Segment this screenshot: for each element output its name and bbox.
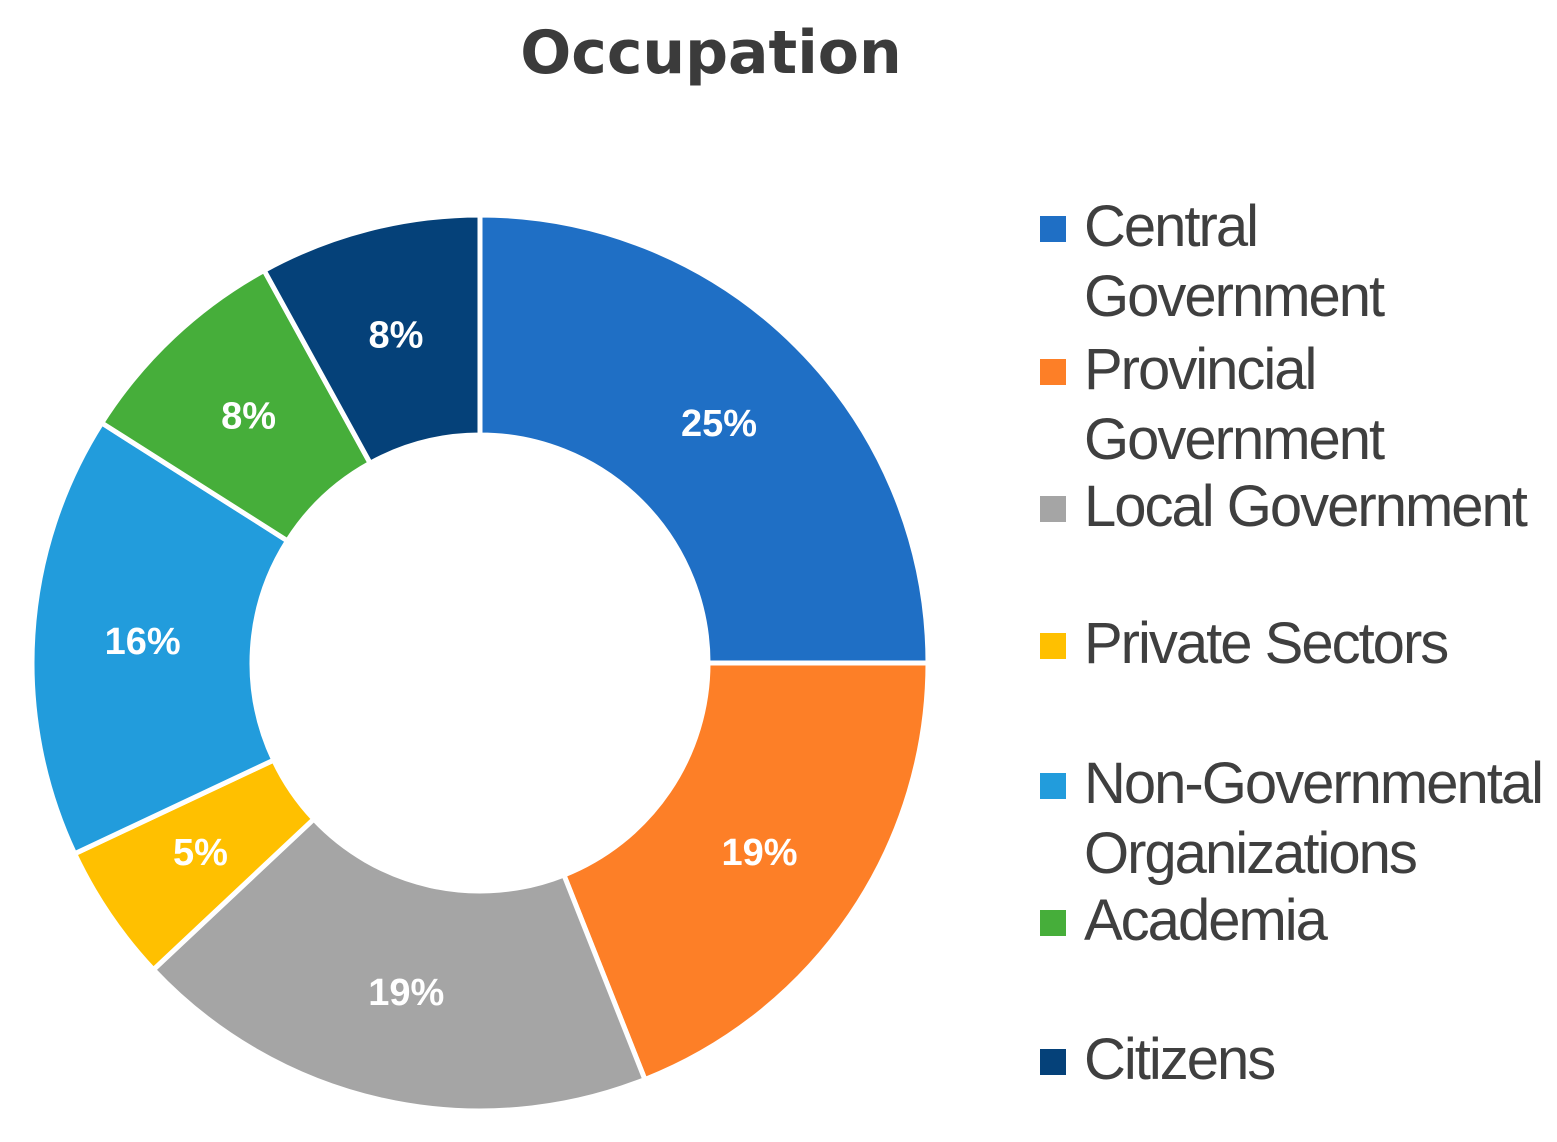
legend-swatch-icon	[1040, 773, 1066, 799]
slice-value-label: 19%	[722, 832, 798, 874]
donut-slice-local-government	[150, 816, 648, 1114]
slice-value-label: 19%	[368, 972, 444, 1014]
donut-slice-citizens	[261, 212, 483, 466]
slice-value-label: 8%	[221, 396, 276, 438]
legend-label: Central Government	[1084, 194, 1385, 329]
slice-value-label: 5%	[173, 832, 228, 874]
legend-swatch-icon	[1040, 359, 1066, 385]
legend-item-non-governmental-organizations: Non-Governmental Organizations	[1040, 749, 1555, 889]
legend-label: Non-Governmental Organizations	[1084, 751, 1544, 886]
legend-label: Citizens	[1084, 1027, 1276, 1092]
legend-item-academia: Academia	[1040, 886, 1555, 956]
slice-value-label: 8%	[368, 315, 423, 357]
legend-item-provincial-government: Provincial Government	[1040, 335, 1555, 475]
donut-slice-central-government	[477, 212, 931, 666]
legend-label: Provincial Government	[1084, 337, 1385, 472]
legend-swatch-icon	[1040, 216, 1066, 242]
legend-item-private-sectors: Private Sectors	[1040, 609, 1555, 679]
legend-label: Local Government	[1084, 474, 1528, 539]
legend-swatch-icon	[1040, 1049, 1066, 1075]
legend-label: Private Sectors	[1084, 611, 1449, 676]
legend-label: Academia	[1084, 888, 1328, 953]
legend-swatch-icon	[1040, 910, 1066, 936]
chart-title: Occupation	[520, 18, 902, 88]
slice-value-label: 16%	[105, 621, 181, 663]
donut-slice-non-governmental-organizations	[29, 420, 290, 857]
donut-slice-provincial-government	[561, 660, 931, 1083]
legend-item-local-government: Local Government	[1040, 472, 1555, 542]
legend-item-citizens: Citizens	[1040, 1025, 1555, 1095]
legend-swatch-icon	[1040, 633, 1066, 659]
legend-swatch-icon	[1040, 496, 1066, 522]
slice-value-label: 25%	[681, 403, 757, 445]
legend-item-central-government: Central Government	[1040, 192, 1555, 332]
